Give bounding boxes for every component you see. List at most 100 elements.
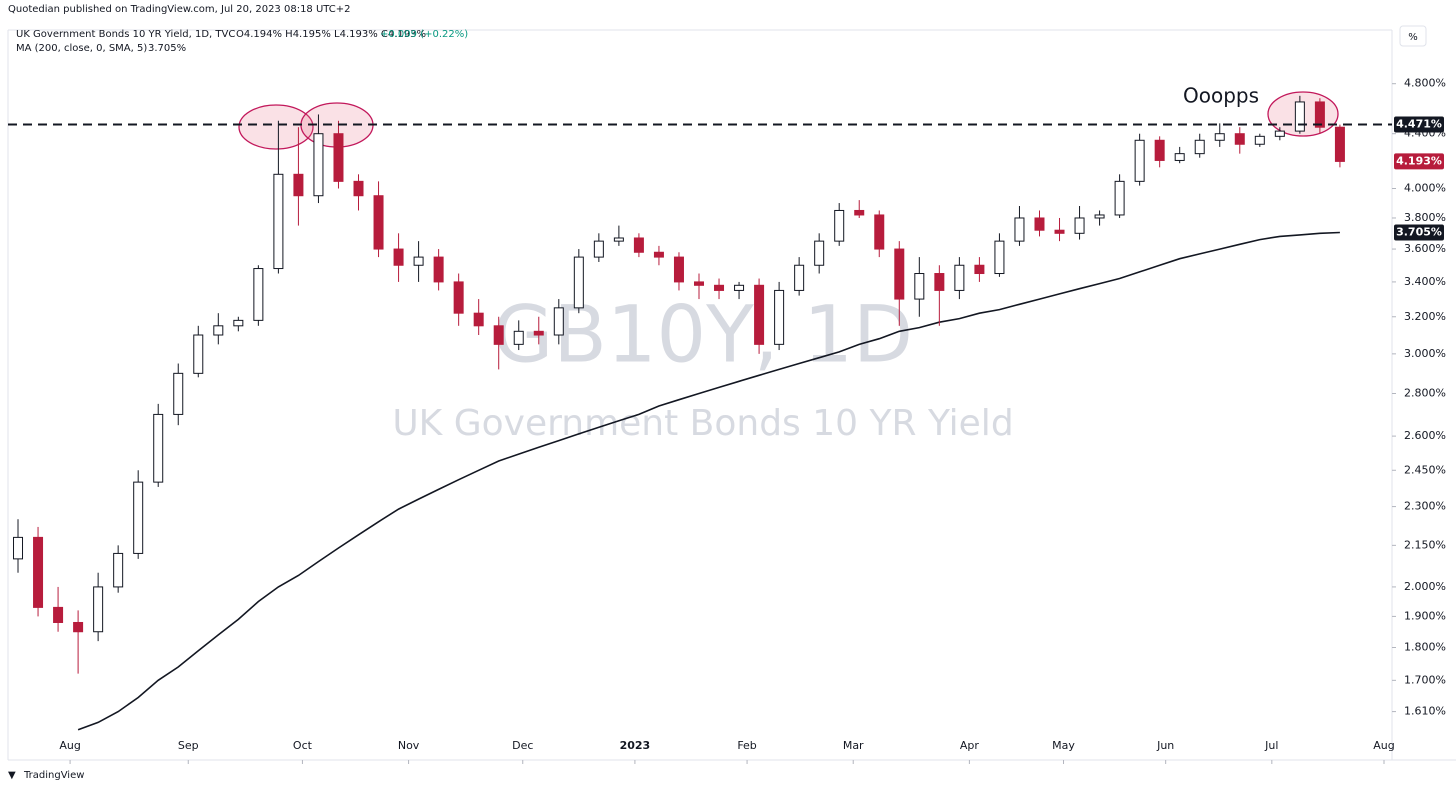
candle-body — [613, 237, 624, 242]
y-tick-label: 3.600% — [1404, 242, 1446, 255]
y-tick-label: 4.800% — [1404, 77, 1446, 90]
x-tick-label: 2023 — [620, 739, 651, 752]
highlight-ellipse — [238, 104, 314, 150]
candle-body — [1154, 139, 1165, 161]
x-tick-label: Aug — [1373, 739, 1394, 752]
ma-legend-value: 3.705% — [148, 43, 186, 54]
x-tick-label: Aug — [59, 739, 80, 752]
candle-body — [593, 240, 604, 258]
candle-body — [633, 237, 644, 253]
candle-body — [453, 281, 464, 314]
y-tick-label: 1.610% — [1404, 705, 1446, 718]
candle-body — [954, 264, 965, 291]
change-text: +0.009 (+0.22%) — [380, 29, 468, 40]
candle-body — [673, 256, 684, 283]
x-tick-label: May — [1052, 739, 1075, 752]
candle-body — [974, 264, 985, 275]
candle-body — [473, 312, 484, 327]
y-tick-label: 2.000% — [1404, 580, 1446, 593]
published: Quotedian published on TradingView.com, … — [8, 4, 351, 15]
candle-body — [1334, 126, 1345, 162]
candle-body — [13, 536, 24, 560]
candle-body — [573, 256, 584, 309]
candle-body — [153, 413, 164, 483]
candle-body — [273, 173, 284, 270]
last-price-label-box — [1394, 153, 1444, 170]
candle-body — [53, 606, 64, 623]
y-tick-label: 2.600% — [1404, 429, 1446, 442]
candle-body — [794, 264, 805, 291]
scale-button-label[interactable]: % — [1408, 32, 1418, 43]
x-tick-label: Oct — [293, 739, 313, 752]
candle-body — [333, 133, 344, 182]
y-tick-label: 2.300% — [1404, 500, 1446, 513]
candle-body — [934, 273, 945, 291]
y-tick-label: 3.400% — [1404, 275, 1446, 288]
candle-body — [1214, 133, 1225, 141]
candle-body — [994, 240, 1005, 275]
ma-last-label-box — [1394, 224, 1444, 241]
candle-body — [1274, 130, 1285, 137]
candle-body — [1074, 217, 1085, 234]
candle-body — [1134, 139, 1145, 182]
candle-body — [1094, 214, 1105, 219]
candle-body — [1034, 217, 1045, 231]
candle-body — [253, 268, 264, 321]
candle-body — [553, 307, 564, 336]
candle-body — [1174, 153, 1185, 161]
candle-body — [734, 284, 745, 291]
x-tick-label: Nov — [398, 739, 420, 752]
candle-body — [313, 133, 324, 197]
y-tick-label: 3.200% — [1404, 310, 1446, 323]
brand-logo: ▼ — [8, 770, 16, 781]
y-tick-label: 3.800% — [1404, 211, 1446, 224]
candle-body — [433, 256, 444, 283]
candle-body — [93, 586, 104, 633]
ma-last-label: 3.705% — [1396, 226, 1442, 239]
candle-body — [493, 325, 504, 345]
x-tick-label: Jun — [1156, 739, 1174, 752]
candle-body — [754, 284, 765, 345]
candle-body — [874, 214, 885, 250]
y-tick-label: 2.450% — [1404, 463, 1446, 476]
x-tick-label: Feb — [737, 739, 756, 752]
candle-body — [293, 173, 304, 197]
y-tick-label: 1.800% — [1404, 640, 1446, 653]
y-tick-label: 1.900% — [1404, 609, 1446, 622]
candle-body — [393, 248, 404, 266]
candle-body — [173, 372, 184, 415]
candle-body — [914, 273, 925, 300]
candle-body — [693, 281, 704, 286]
y-tick-label: 1.700% — [1404, 673, 1446, 686]
candle-body — [113, 552, 124, 588]
candle-body — [353, 180, 364, 197]
watermark-name: UK Government Bonds 10 YR Yield — [392, 403, 1013, 444]
candle-body — [714, 284, 725, 291]
ma-line — [77, 231, 1340, 731]
last-price-label: 4.193% — [1396, 154, 1442, 167]
x-tick-label: Dec — [512, 739, 533, 752]
candle-body — [533, 330, 544, 336]
candle-body — [213, 325, 224, 336]
ohlc-text: O4.194% H4.195% L4.193% C4.193% — [236, 29, 426, 40]
candle-body — [894, 248, 905, 300]
annotation: Ooopps — [1183, 84, 1259, 108]
level-label: 4.471% — [1396, 118, 1442, 131]
candle-body — [854, 209, 865, 216]
candle-body — [653, 251, 664, 258]
candle-body — [1114, 180, 1125, 216]
brand: TradingView — [23, 770, 84, 781]
candle-body — [193, 334, 204, 374]
candle-body — [1314, 101, 1325, 128]
candle-body — [1254, 135, 1265, 145]
x-tick-label: Jul — [1264, 739, 1278, 752]
candle-body — [1294, 101, 1305, 132]
scale-button[interactable] — [1399, 25, 1427, 47]
candle-body — [373, 195, 384, 250]
x-tick-label: Sep — [178, 739, 199, 752]
candle-body — [1234, 133, 1245, 145]
level-label-box — [1394, 116, 1444, 133]
